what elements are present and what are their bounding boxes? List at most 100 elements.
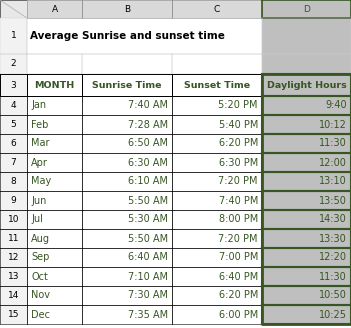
Bar: [27, 115, 82, 134]
Bar: [27, 18, 262, 54]
Text: 5:40 PM: 5:40 PM: [219, 119, 258, 130]
Text: Apr: Apr: [31, 157, 48, 168]
Bar: [172, 96, 262, 115]
Text: Nov: Nov: [31, 291, 50, 300]
Text: C: C: [214, 5, 220, 13]
Bar: [82, 134, 172, 153]
Text: 5: 5: [11, 120, 16, 129]
Text: Sunrise Time: Sunrise Time: [92, 80, 162, 90]
Text: 7:35 AM: 7:35 AM: [128, 310, 168, 319]
Text: Jan: Jan: [31, 100, 46, 111]
Text: Daylight Hours: Daylight Hours: [267, 80, 346, 90]
Text: 6:30 AM: 6:30 AM: [128, 157, 168, 168]
Bar: [82, 191, 172, 210]
Bar: [0, 0, 27, 18]
Bar: [172, 267, 262, 286]
Text: 3: 3: [11, 80, 16, 90]
Bar: [262, 74, 351, 96]
Bar: [27, 248, 82, 267]
Bar: [262, 134, 351, 153]
Bar: [262, 305, 351, 324]
Text: Jul: Jul: [31, 215, 43, 224]
Bar: [0, 229, 27, 248]
Text: 7:20 PM: 7:20 PM: [219, 234, 258, 243]
Text: 7:00 PM: 7:00 PM: [219, 253, 258, 262]
Bar: [27, 305, 82, 324]
Bar: [172, 305, 262, 324]
Bar: [82, 267, 172, 286]
Bar: [27, 191, 82, 210]
Text: Jun: Jun: [31, 195, 46, 206]
Bar: [262, 115, 351, 134]
Bar: [27, 286, 82, 305]
Bar: [262, 18, 351, 54]
Text: 13: 13: [8, 272, 19, 281]
Bar: [27, 229, 82, 248]
Bar: [82, 54, 172, 74]
Text: 10:12: 10:12: [319, 119, 347, 130]
Bar: [0, 134, 27, 153]
Bar: [82, 210, 172, 229]
Bar: [172, 286, 262, 305]
Bar: [262, 267, 351, 286]
Bar: [27, 172, 82, 191]
Text: Feb: Feb: [31, 119, 48, 130]
Text: 15: 15: [8, 310, 19, 319]
Bar: [172, 172, 262, 191]
Bar: [0, 74, 27, 96]
Text: 8: 8: [11, 177, 16, 186]
Bar: [27, 153, 82, 172]
Text: 7:10 AM: 7:10 AM: [128, 272, 168, 281]
Text: 6:40 AM: 6:40 AM: [128, 253, 168, 262]
Text: 2: 2: [11, 59, 16, 69]
Bar: [82, 115, 172, 134]
Bar: [82, 153, 172, 172]
Text: 7:40 PM: 7:40 PM: [219, 195, 258, 206]
Text: 14: 14: [8, 291, 19, 300]
Text: 9:40: 9:40: [325, 100, 347, 111]
Bar: [172, 115, 262, 134]
Text: 12:00: 12:00: [319, 157, 347, 168]
Text: 5:30 AM: 5:30 AM: [128, 215, 168, 224]
Text: 7:28 AM: 7:28 AM: [128, 119, 168, 130]
Text: 6:10 AM: 6:10 AM: [128, 176, 168, 187]
Text: 12: 12: [8, 253, 19, 262]
Bar: [262, 229, 351, 248]
Text: 6:30 PM: 6:30 PM: [219, 157, 258, 168]
Bar: [0, 248, 27, 267]
Bar: [82, 172, 172, 191]
Text: 11:30: 11:30: [319, 138, 347, 149]
Bar: [172, 74, 262, 96]
Text: Sunset Time: Sunset Time: [184, 80, 250, 90]
Text: 4: 4: [11, 101, 16, 110]
Bar: [82, 0, 172, 18]
Text: 8:00 PM: 8:00 PM: [219, 215, 258, 224]
Bar: [172, 0, 262, 18]
Bar: [172, 191, 262, 210]
Text: 6:20 PM: 6:20 PM: [219, 138, 258, 149]
Text: 10:25: 10:25: [319, 310, 347, 319]
Text: 1: 1: [11, 31, 16, 40]
Bar: [0, 18, 27, 54]
Bar: [262, 210, 351, 229]
Bar: [0, 115, 27, 134]
Text: 7:20 PM: 7:20 PM: [219, 176, 258, 187]
Bar: [262, 248, 351, 267]
Text: MONTH: MONTH: [34, 80, 75, 90]
Bar: [262, 96, 351, 115]
Bar: [27, 134, 82, 153]
Text: 12:20: 12:20: [319, 253, 347, 262]
Bar: [82, 286, 172, 305]
Text: May: May: [31, 176, 51, 187]
Text: 13:10: 13:10: [319, 176, 347, 187]
Text: 10:50: 10:50: [319, 291, 347, 300]
Text: 6:00 PM: 6:00 PM: [219, 310, 258, 319]
Text: A: A: [52, 5, 58, 13]
Text: 9: 9: [11, 196, 16, 205]
Text: B: B: [124, 5, 130, 13]
Bar: [172, 210, 262, 229]
Bar: [0, 96, 27, 115]
Bar: [82, 248, 172, 267]
Text: 7: 7: [11, 158, 16, 167]
Text: 7:30 AM: 7:30 AM: [128, 291, 168, 300]
